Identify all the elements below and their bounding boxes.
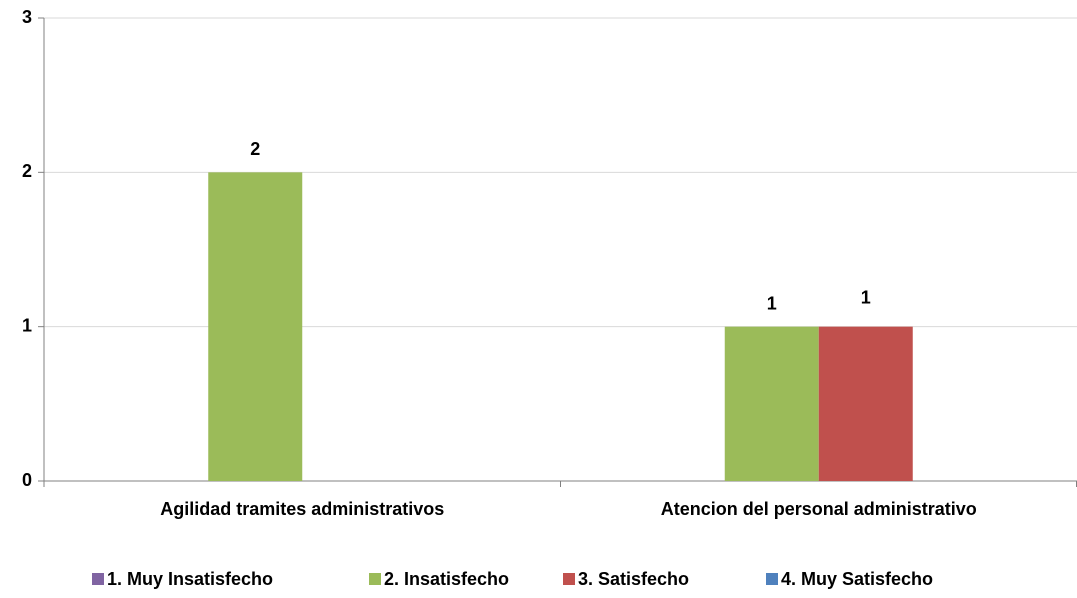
x-tick-label: Agilidad tramites administrativos xyxy=(160,499,444,519)
y-tick-label: 3 xyxy=(22,7,32,27)
y-tick-label: 0 xyxy=(22,470,32,490)
legend-label: 1. Muy Insatisfecho xyxy=(107,569,273,589)
x-tick-label: Atencion del personal administrativo xyxy=(661,499,977,519)
legend-label: 3. Satisfecho xyxy=(578,569,689,589)
legend-label: 2. Insatisfecho xyxy=(384,569,509,589)
legend-swatch xyxy=(92,573,104,585)
y-tick-label: 2 xyxy=(22,161,32,181)
data-label: 2 xyxy=(250,139,260,159)
legend-label: 4. Muy Satisfecho xyxy=(781,569,933,589)
y-tick-label: 1 xyxy=(22,315,32,335)
bar xyxy=(818,326,913,481)
legend-swatch xyxy=(563,573,575,585)
bar xyxy=(724,326,819,481)
data-label: 1 xyxy=(767,293,777,313)
data-label: 1 xyxy=(861,287,871,307)
bar xyxy=(208,172,303,482)
legend-swatch xyxy=(369,573,381,585)
legend-swatch xyxy=(766,573,778,585)
